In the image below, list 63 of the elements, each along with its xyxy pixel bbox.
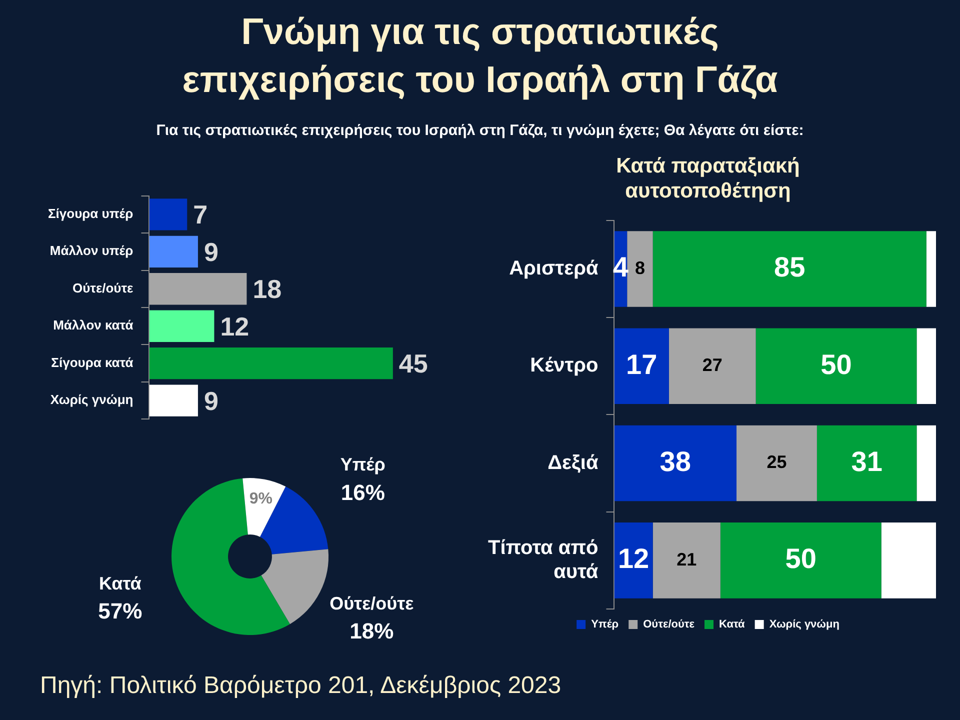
data-label: 18% bbox=[350, 618, 394, 644]
chart-title: Κατά παραταξιακή αυτοτοποθέτηση bbox=[616, 154, 800, 203]
y-tick-label: Ούτε/ούτε bbox=[72, 280, 134, 296]
data-label: 7 bbox=[193, 200, 208, 230]
legend-label: Υπέρ bbox=[591, 618, 619, 631]
y-tick-label: Μάλλον κατά bbox=[53, 318, 134, 333]
data-label: 25 bbox=[766, 452, 787, 472]
bar bbox=[149, 384, 198, 416]
data-label: 50 bbox=[820, 348, 852, 380]
y-tick-label: Χωρίς γνώμη bbox=[50, 392, 134, 408]
data-label: 27 bbox=[702, 355, 722, 376]
bar bbox=[926, 231, 936, 307]
bar bbox=[149, 348, 393, 380]
bar bbox=[916, 328, 936, 404]
bar bbox=[149, 198, 188, 230]
bar bbox=[614, 522, 653, 598]
bar bbox=[916, 425, 936, 502]
data-label: 31 bbox=[851, 446, 882, 477]
y-tick-label: Τίποτα από αυτά bbox=[488, 536, 599, 583]
slice-label: Κατά bbox=[99, 574, 142, 594]
data-label: 17 bbox=[626, 348, 658, 380]
bar bbox=[149, 236, 198, 268]
y-tick-label: Δεξιά bbox=[548, 452, 599, 474]
text: Γνώμη για τις στρατιωτικές επιχειρήσεις του Ισραήλ στη Γάζα bbox=[181, 10, 779, 102]
data-label: 57% bbox=[98, 598, 142, 624]
data-label: 45 bbox=[398, 348, 428, 379]
bar bbox=[668, 328, 756, 404]
bar bbox=[720, 522, 882, 598]
y-tick-label: Αριστερά bbox=[509, 257, 599, 280]
bar bbox=[149, 273, 247, 305]
bar bbox=[149, 310, 214, 342]
data-label: 85 bbox=[774, 252, 806, 283]
legend-label: Κατά bbox=[719, 618, 746, 631]
bar bbox=[614, 328, 669, 404]
data-label: 9 bbox=[204, 236, 218, 267]
text: Για τις στρατιωτικές επιχειρήσεις του Ισραήλ στη Γάζα, τι γνώμη έχετε; Θα λέγατε ότι είστε: bbox=[155, 122, 805, 139]
data-label: 9% bbox=[249, 490, 272, 508]
data-label: 9 bbox=[204, 386, 218, 416]
data-label: 16% bbox=[340, 480, 385, 505]
legend-label: Χωρίς γνώμη bbox=[769, 618, 840, 631]
data-label: 8 bbox=[634, 258, 645, 278]
bar bbox=[652, 522, 720, 598]
bar bbox=[816, 425, 917, 502]
legend-label: Ούτε/ούτε bbox=[643, 618, 696, 631]
slice-label: Υπέρ bbox=[340, 454, 386, 475]
bar bbox=[627, 231, 653, 307]
data-label: 38 bbox=[660, 446, 691, 477]
text: Πηγή: Πολιτικό Βαρόμετρο 201, Δεκέμβριος 2023 bbox=[40, 672, 562, 700]
data-label: 18 bbox=[252, 274, 282, 304]
y-tick-label: Σίγουρα υπέρ bbox=[48, 206, 134, 221]
y-tick-label: Σίγουρα κατά bbox=[51, 354, 134, 370]
y-tick-label: Κέντρο bbox=[530, 354, 598, 377]
bar bbox=[652, 231, 926, 307]
bar bbox=[756, 328, 917, 404]
data-label: 21 bbox=[676, 549, 697, 570]
data-label: 12 bbox=[220, 311, 250, 342]
data-label: 50 bbox=[785, 543, 816, 574]
bar bbox=[736, 425, 817, 502]
bar bbox=[881, 522, 936, 598]
data-label: 12 bbox=[618, 543, 650, 574]
bar bbox=[614, 425, 737, 502]
slice-label: Ούτε/ούτε bbox=[330, 593, 414, 614]
y-tick-label: Μάλλον υπέρ bbox=[50, 243, 134, 258]
